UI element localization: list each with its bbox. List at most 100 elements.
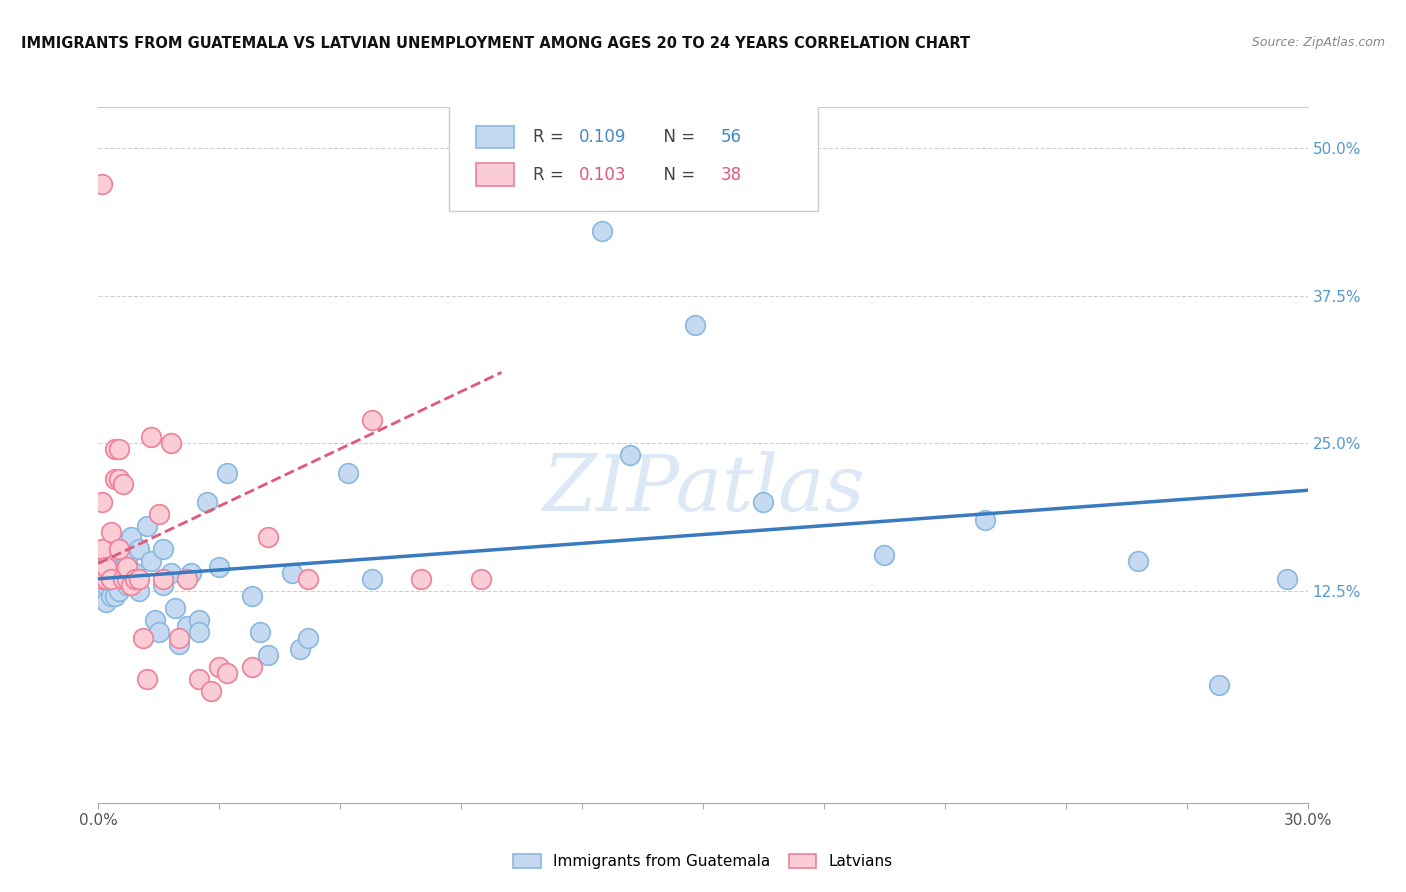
Point xyxy=(752,495,775,509)
Point xyxy=(256,648,278,663)
Text: R =: R = xyxy=(533,128,568,146)
Text: 0.103: 0.103 xyxy=(578,166,626,184)
Text: IMMIGRANTS FROM GUATEMALA VS LATVIAN UNEMPLOYMENT AMONG AGES 20 TO 24 YEARS CORR: IMMIGRANTS FROM GUATEMALA VS LATVIAN UNE… xyxy=(21,36,970,51)
Point xyxy=(1277,572,1299,586)
Point xyxy=(103,471,125,485)
Point xyxy=(107,542,129,557)
Text: N =: N = xyxy=(654,166,700,184)
Point xyxy=(240,660,263,674)
Point xyxy=(409,572,432,586)
FancyBboxPatch shape xyxy=(475,126,515,148)
Point xyxy=(337,466,360,480)
Point xyxy=(139,430,162,444)
Point xyxy=(281,566,304,580)
Point xyxy=(103,566,125,580)
Point xyxy=(160,566,183,580)
Point xyxy=(240,590,263,604)
Point xyxy=(107,577,129,591)
Point xyxy=(1128,554,1150,568)
Point xyxy=(124,566,146,580)
Point xyxy=(115,572,138,586)
Point xyxy=(160,436,183,450)
Point xyxy=(115,577,138,591)
Point xyxy=(361,412,384,426)
Text: N =: N = xyxy=(654,128,700,146)
Point xyxy=(139,554,162,568)
Point xyxy=(873,548,896,562)
Point xyxy=(361,572,384,586)
Point xyxy=(974,513,997,527)
Point xyxy=(100,572,122,586)
Point xyxy=(100,572,122,586)
Point xyxy=(683,318,706,333)
FancyBboxPatch shape xyxy=(449,103,818,211)
Text: 0.109: 0.109 xyxy=(578,128,626,146)
Point xyxy=(103,590,125,604)
Point xyxy=(180,566,202,580)
Text: 56: 56 xyxy=(721,128,742,146)
Point xyxy=(208,660,231,674)
Point xyxy=(96,595,118,609)
Point xyxy=(188,613,211,627)
Point xyxy=(135,672,157,686)
Point xyxy=(107,442,129,456)
Point xyxy=(91,542,114,557)
Point xyxy=(132,631,155,645)
Point xyxy=(188,624,211,639)
Point xyxy=(96,560,118,574)
Point xyxy=(619,448,641,462)
Point xyxy=(152,542,174,557)
Legend: Immigrants from Guatemala, Latvians: Immigrants from Guatemala, Latvians xyxy=(508,848,898,875)
Point xyxy=(135,518,157,533)
Point xyxy=(167,637,190,651)
Point xyxy=(115,554,138,568)
Point xyxy=(107,471,129,485)
Point xyxy=(591,224,613,238)
Point xyxy=(128,583,150,598)
Point xyxy=(217,466,239,480)
Point xyxy=(200,683,222,698)
Point xyxy=(208,560,231,574)
Point xyxy=(128,542,150,557)
Point xyxy=(120,531,142,545)
Point xyxy=(91,572,114,586)
Point xyxy=(1208,678,1230,692)
Point xyxy=(249,624,271,639)
Text: ZIPatlas: ZIPatlas xyxy=(541,451,865,528)
Point xyxy=(148,507,170,521)
Point xyxy=(188,672,211,686)
Point xyxy=(256,531,278,545)
Point xyxy=(96,583,118,598)
Point xyxy=(176,572,198,586)
Point xyxy=(297,631,319,645)
Point xyxy=(217,666,239,681)
Point xyxy=(163,601,186,615)
Point xyxy=(96,560,118,574)
Point xyxy=(103,577,125,591)
Point xyxy=(124,572,146,586)
Point xyxy=(470,572,492,586)
Point xyxy=(107,583,129,598)
Point xyxy=(96,577,118,591)
Point xyxy=(111,572,134,586)
Point xyxy=(288,642,311,657)
Point xyxy=(96,577,118,591)
Point xyxy=(148,624,170,639)
Point xyxy=(152,577,174,591)
Point xyxy=(103,442,125,456)
Point xyxy=(195,495,218,509)
Point xyxy=(91,572,114,586)
Point xyxy=(111,542,134,557)
Point xyxy=(176,619,198,633)
Text: Source: ZipAtlas.com: Source: ZipAtlas.com xyxy=(1251,36,1385,49)
Point xyxy=(143,613,166,627)
Point xyxy=(152,572,174,586)
Point xyxy=(115,560,138,574)
Text: R =: R = xyxy=(533,166,568,184)
Point xyxy=(100,554,122,568)
Text: 38: 38 xyxy=(721,166,742,184)
Point xyxy=(100,590,122,604)
Point xyxy=(120,577,142,591)
Point xyxy=(111,560,134,574)
Point xyxy=(96,572,118,586)
